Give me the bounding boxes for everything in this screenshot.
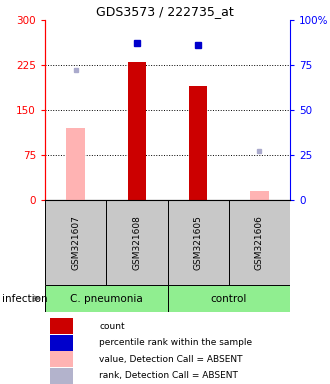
Bar xyxy=(50,318,73,334)
Bar xyxy=(168,200,229,285)
Text: value, Detection Call = ABSENT: value, Detection Call = ABSENT xyxy=(99,355,243,364)
Text: GSM321607: GSM321607 xyxy=(71,215,80,270)
Text: percentile rank within the sample: percentile rank within the sample xyxy=(99,338,252,347)
Text: C. pneumonia: C. pneumonia xyxy=(70,293,143,303)
Bar xyxy=(50,335,73,351)
Bar xyxy=(45,200,106,285)
Text: GSM321606: GSM321606 xyxy=(255,215,264,270)
Text: control: control xyxy=(211,293,247,303)
Bar xyxy=(168,285,290,312)
Text: rank, Detection Call = ABSENT: rank, Detection Call = ABSENT xyxy=(99,371,238,380)
Bar xyxy=(229,200,290,285)
Bar xyxy=(50,368,73,384)
Text: GSM321608: GSM321608 xyxy=(132,215,141,270)
Bar xyxy=(128,62,146,200)
Text: GDS3573 / 222735_at: GDS3573 / 222735_at xyxy=(96,5,234,18)
Text: infection: infection xyxy=(2,293,47,303)
Bar xyxy=(66,128,85,200)
Text: GSM321605: GSM321605 xyxy=(194,215,203,270)
Text: count: count xyxy=(99,322,125,331)
Bar xyxy=(45,285,168,312)
Bar xyxy=(250,191,269,200)
Bar xyxy=(50,351,73,367)
Bar xyxy=(189,86,207,200)
Bar xyxy=(106,200,168,285)
